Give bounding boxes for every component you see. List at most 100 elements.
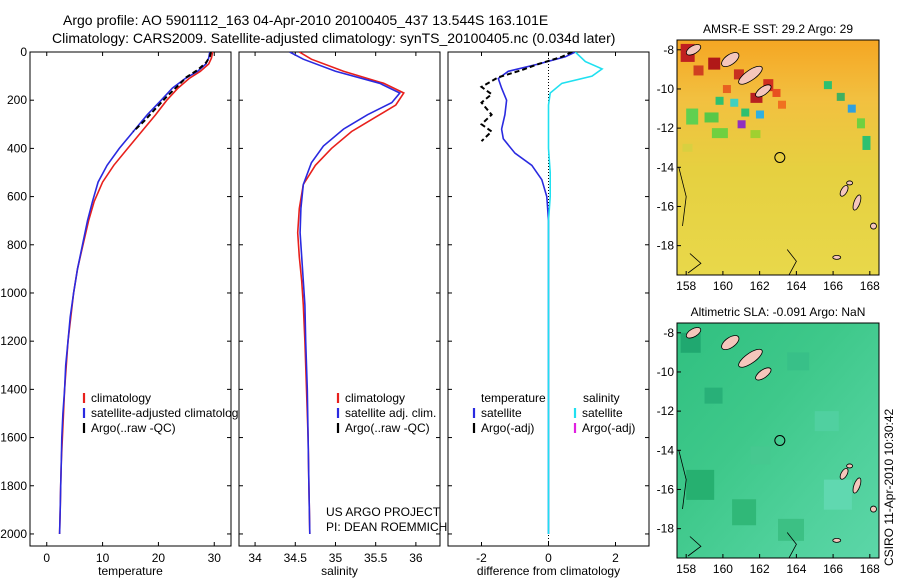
sla-map-contour — [678, 450, 687, 510]
sla-map-island — [870, 505, 877, 513]
difference-legend-item: satellite — [481, 406, 522, 420]
sst-map-field-cell — [772, 88, 781, 97]
sst-map-field-cell — [750, 130, 761, 139]
sla-map-ytick-label: -8 — [663, 326, 674, 340]
sla-map-xtick-label: 158 — [676, 562, 696, 576]
sst-map-island — [738, 65, 763, 85]
sst-map-frame — [676, 39, 880, 276]
difference-legend-title-temperature: temperature — [481, 391, 546, 405]
sst-map-field-cell — [686, 108, 699, 125]
sla-map-ytick-label: -10 — [657, 365, 675, 379]
temperature-axes-frame — [29, 51, 232, 547]
difference-legend-title-salinity: salinity — [583, 391, 620, 405]
temperature-xtick-label: 0 — [43, 551, 50, 565]
sla-map-ytick-label: -16 — [657, 482, 675, 496]
temperature-series-line — [58, 52, 214, 535]
salinity-panel: 34 34.5 35 35.5 36 salinity climatologysatelli… — [238, 51, 441, 578]
sla-map-island — [846, 463, 854, 469]
sst-map-contour — [687, 253, 702, 274]
sst-map-field-cell — [755, 110, 764, 119]
sst-map-island — [685, 44, 702, 56]
sst-map-field-cell — [778, 100, 786, 109]
difference-xtick-label: -2 — [476, 551, 487, 565]
sla-map-field-cell — [686, 469, 715, 500]
temperature-legend-item: climatology — [91, 391, 151, 405]
difference-series-line — [497, 52, 576, 534]
sst-map-island — [721, 52, 740, 68]
sst-map-panel: AMSR-E SST: 29.2 Argo: 29 158 160 162 164 166… — [657, 22, 880, 293]
temperature-series-line — [58, 52, 211, 535]
sla-map-island — [755, 367, 772, 381]
sst-map-ytick-label: -14 — [657, 160, 675, 174]
sla-map-island — [839, 467, 849, 480]
figure-title-line2: Climatology: CARS2009. Satellite-adjuste… — [52, 30, 615, 46]
sla-map-contour — [687, 536, 702, 557]
sla-map-field-cell — [732, 499, 757, 526]
sst-map-xtick-label: 160 — [713, 279, 733, 293]
sla-map-ytick-label: -14 — [657, 443, 675, 457]
sst-map-ytick-label: -12 — [657, 121, 675, 135]
pi-credit: PI: DEAN ROEMMICH — [326, 520, 447, 534]
salinity-xtick-label: 34.5 — [284, 551, 308, 565]
sst-map-field-cell — [737, 120, 746, 129]
sst-map-field-background — [677, 40, 879, 275]
sla-map-ytick-label: -12 — [657, 404, 675, 418]
salinity-series-group — [289, 52, 405, 535]
sst-map-island — [839, 184, 849, 197]
float-position-marker — [774, 152, 786, 163]
sla-map-field-cell — [823, 479, 852, 510]
salinity-xtick-label: 34 — [248, 551, 262, 565]
difference-series-group — [479, 52, 604, 534]
depth-tick-label: 200 — [7, 93, 27, 107]
sst-map-field-cell — [733, 69, 744, 80]
sla-map-panel: Altimetric SLA: -0.091 Argo: NaN 158 160 16… — [657, 305, 880, 576]
salinity-axes-frame — [238, 51, 441, 547]
sst-map-field-cell — [862, 135, 871, 150]
sst-map-field-cell — [682, 143, 693, 152]
temperature-series-line — [132, 52, 212, 133]
depth-tick-label: 0 — [20, 45, 27, 59]
sla-map-contour — [786, 532, 797, 558]
sst-map-xtick-label: 168 — [860, 279, 880, 293]
temperature-xtick-label: 20 — [152, 551, 166, 565]
depth-tick-label: 1600 — [0, 431, 27, 445]
sla-map-xtick-label: 164 — [786, 562, 806, 576]
sst-map-field-cell — [704, 112, 719, 123]
depth-tick-label: 600 — [7, 190, 27, 204]
depth-tick-label: 800 — [7, 238, 27, 252]
sla-map-frame — [676, 322, 880, 559]
difference-legend-item: satellite — [582, 406, 623, 420]
depth-tick-label: 1400 — [0, 382, 27, 396]
sst-map-field-cell — [836, 92, 845, 101]
difference-legend: temperature salinitysatelliteArgo(-adj)sa… — [472, 391, 635, 435]
sst-map-ytick-label: -18 — [657, 239, 675, 253]
sla-map-xtick-label: 160 — [713, 562, 733, 576]
sst-map-island — [852, 194, 862, 211]
sst-map-xtick-label: 162 — [750, 279, 770, 293]
sst-map-contour — [786, 249, 797, 275]
sla-map-field-cell — [704, 387, 723, 404]
sla-map-field-cell — [680, 332, 701, 353]
salinity-xtick-label: 35.5 — [364, 551, 388, 565]
sla-map-island — [685, 327, 702, 339]
difference-series-line — [547, 52, 604, 534]
temperature-xtick-label: 30 — [208, 551, 222, 565]
difference-xtick-label: 0 — [545, 551, 552, 565]
sst-map-field — [677, 40, 879, 275]
sst-map-field-cell — [741, 108, 750, 117]
temperature-legend-item: Argo(..raw -QC) — [91, 421, 176, 435]
sla-map-field-cell — [814, 411, 839, 432]
sst-map-island — [755, 84, 772, 98]
timestamp-stamp: CSIRO 11-Apr-2010 10:30:42 — [882, 408, 896, 566]
salinity-series-line — [289, 52, 402, 535]
salinity-xlabel: salinity — [321, 564, 358, 578]
sst-map-island — [846, 180, 854, 186]
sst-map-xtick-label: 166 — [823, 279, 843, 293]
difference-legend-item: Argo(-adj) — [481, 421, 534, 435]
sst-map-field-cell — [750, 92, 763, 103]
salinity-legend-item: climatology — [345, 391, 405, 405]
temperature-series-group — [58, 52, 214, 535]
salinity-legend-item: Argo(..raw -QC) — [345, 421, 430, 435]
sst-map-xtick-label: 164 — [786, 279, 806, 293]
